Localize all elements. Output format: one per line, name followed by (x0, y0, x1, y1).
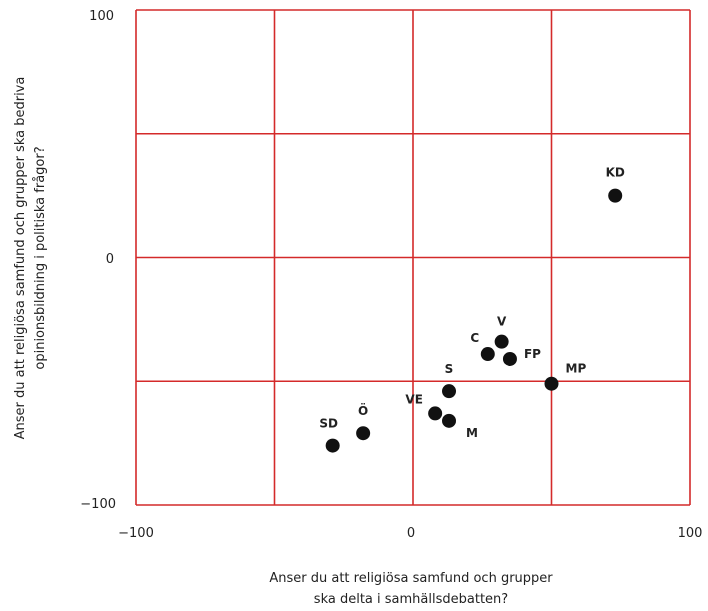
data-point-label-fp: FP (524, 347, 541, 361)
data-point-mp (544, 376, 559, 391)
data-point-ve (428, 406, 443, 421)
data-point-fp (502, 351, 517, 366)
data-point-label-ve: VE (405, 392, 422, 406)
data-point-label-sd: SD (319, 417, 338, 431)
data-point-sd (325, 438, 340, 453)
data-point-v (494, 334, 509, 349)
y-axis-label: Anser du att religiösa samfund och grupp… (13, 77, 48, 440)
y-tick-label-bottom: −100 (80, 497, 116, 512)
y-axis-label-line-2: opinionsbildning i politiska frågor? (33, 146, 48, 369)
data-point-s (442, 384, 457, 399)
data-point-label-kd: KD (606, 166, 625, 180)
data-point-ö (356, 426, 371, 441)
data-point-m (442, 413, 457, 428)
y-tick-label-top: 100 (89, 9, 114, 24)
data-point-kd (608, 188, 623, 203)
y-axis-label-line-1: Anser du att religiösa samfund och grupp… (13, 77, 28, 440)
data-point-label-v: V (497, 315, 507, 329)
x-axis-label-line-2: ska delta i samhällsdebatten? (314, 592, 508, 607)
chart-grid (135, 9, 691, 506)
x-axis-label: Anser du att religiösa samfund och grupp… (269, 571, 553, 607)
data-point-c (480, 347, 495, 362)
data-point-label-c: C (470, 331, 479, 345)
y-tick-label-zero: 0 (106, 252, 114, 267)
data-point-label-m: M (466, 426, 478, 440)
x-tick-label-zero: 0 (407, 526, 415, 541)
data-points: KD V C FP MP S VE M Ö SD (319, 166, 625, 453)
x-axis-label-line-1: Anser du att religiösa samfund och grupp… (269, 571, 553, 586)
data-point-label-mp: MP (566, 362, 587, 376)
x-tick-label-right: 100 (678, 526, 703, 541)
axis-ticks: 100 0 −100 −100 0 100 (80, 9, 702, 541)
data-point-label-s: S (445, 362, 454, 376)
x-tick-label-left: −100 (118, 526, 154, 541)
data-point-label-ö: Ö (358, 403, 368, 418)
